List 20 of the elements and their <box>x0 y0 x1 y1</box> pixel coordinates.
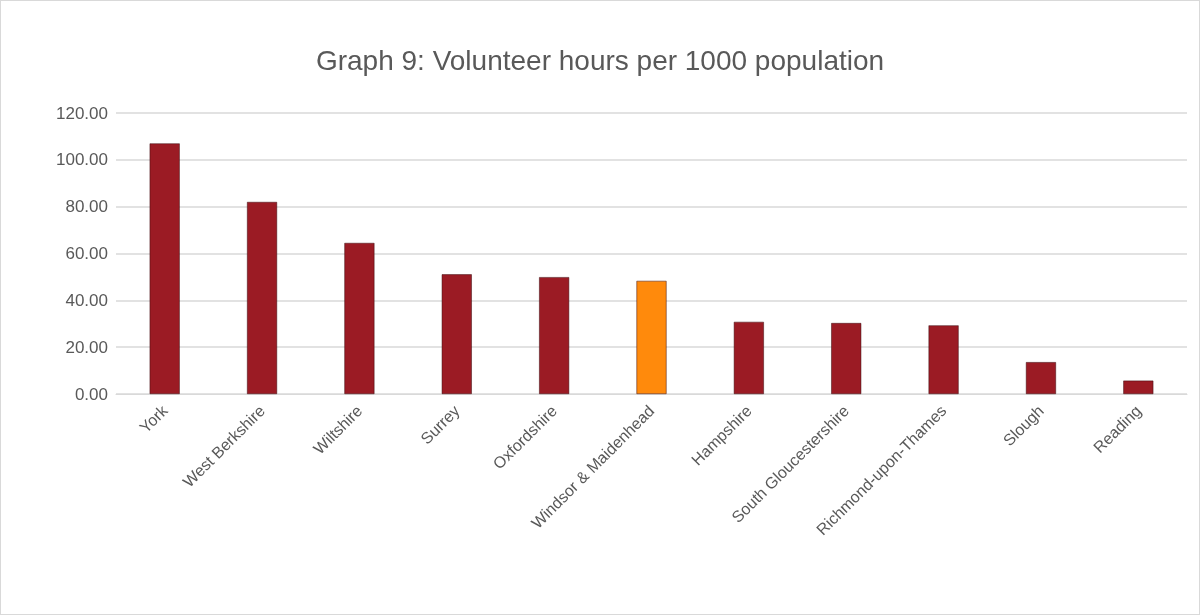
y-tick-label: 40.00 <box>65 290 108 310</box>
bar <box>247 201 278 394</box>
bar <box>149 143 180 394</box>
x-tick-label: York <box>136 401 172 437</box>
bar <box>733 321 764 394</box>
y-tick-label: 20.00 <box>65 337 108 357</box>
bar <box>1025 362 1056 394</box>
y-tick-label: 0.00 <box>74 384 108 404</box>
bar <box>441 274 472 394</box>
bar <box>539 277 570 394</box>
bar <box>928 325 959 394</box>
y-tick-label: 100.00 <box>56 150 108 170</box>
bar <box>344 242 375 394</box>
bar <box>831 323 862 394</box>
bar <box>1123 380 1154 394</box>
y-tick-label: 60.00 <box>65 244 108 263</box>
bar <box>636 280 667 394</box>
y-tick-label: 120.00 <box>56 103 108 123</box>
y-tick-label: 80.00 <box>65 197 108 217</box>
chart-title: Graph 9: Volunteer hours per 1000 population <box>315 44 885 76</box>
